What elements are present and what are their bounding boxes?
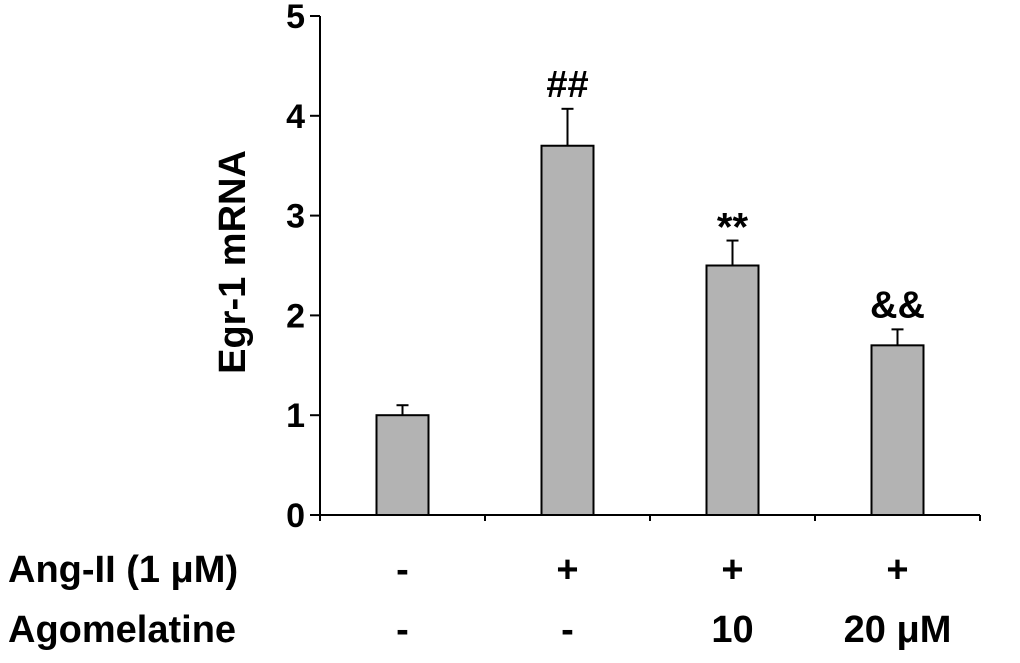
condition-value: - [561, 609, 574, 651]
bar [705, 264, 760, 516]
y-tick-label: 3 [286, 198, 305, 236]
y-tick-label: 2 [286, 297, 305, 335]
condition-value: - [396, 549, 409, 591]
bars-layer: ## ** && [375, 64, 925, 517]
y-tick-label: 1 [286, 397, 305, 435]
y-tick-label: 5 [286, 0, 305, 36]
condition-value: + [721, 549, 743, 591]
condition-value: 20 μM [844, 609, 952, 651]
y-axis-label: Egr-1 mRNA [212, 150, 254, 374]
y-tick-label: 0 [286, 497, 305, 535]
condition-row-label: Ang-II (1 μM) [8, 549, 238, 591]
bar [375, 414, 430, 517]
significance-label: && [870, 284, 925, 326]
y-tick-label: 4 [286, 98, 305, 136]
condition-row-label: Agomelatine [8, 609, 236, 651]
labels-layer: Ang-II (1 μM) - + + + Agomelatine - - 10 20 μM [8, 549, 951, 651]
significance-label: ## [546, 64, 588, 106]
bar [870, 344, 925, 516]
significance-label: ** [717, 206, 749, 250]
condition-value: - [396, 609, 409, 651]
bar [540, 144, 595, 517]
axes-layer: 0 1 2 3 4 5 [286, 0, 981, 535]
condition-value: + [886, 549, 908, 591]
condition-value: + [556, 549, 578, 591]
condition-value: 10 [711, 609, 753, 651]
